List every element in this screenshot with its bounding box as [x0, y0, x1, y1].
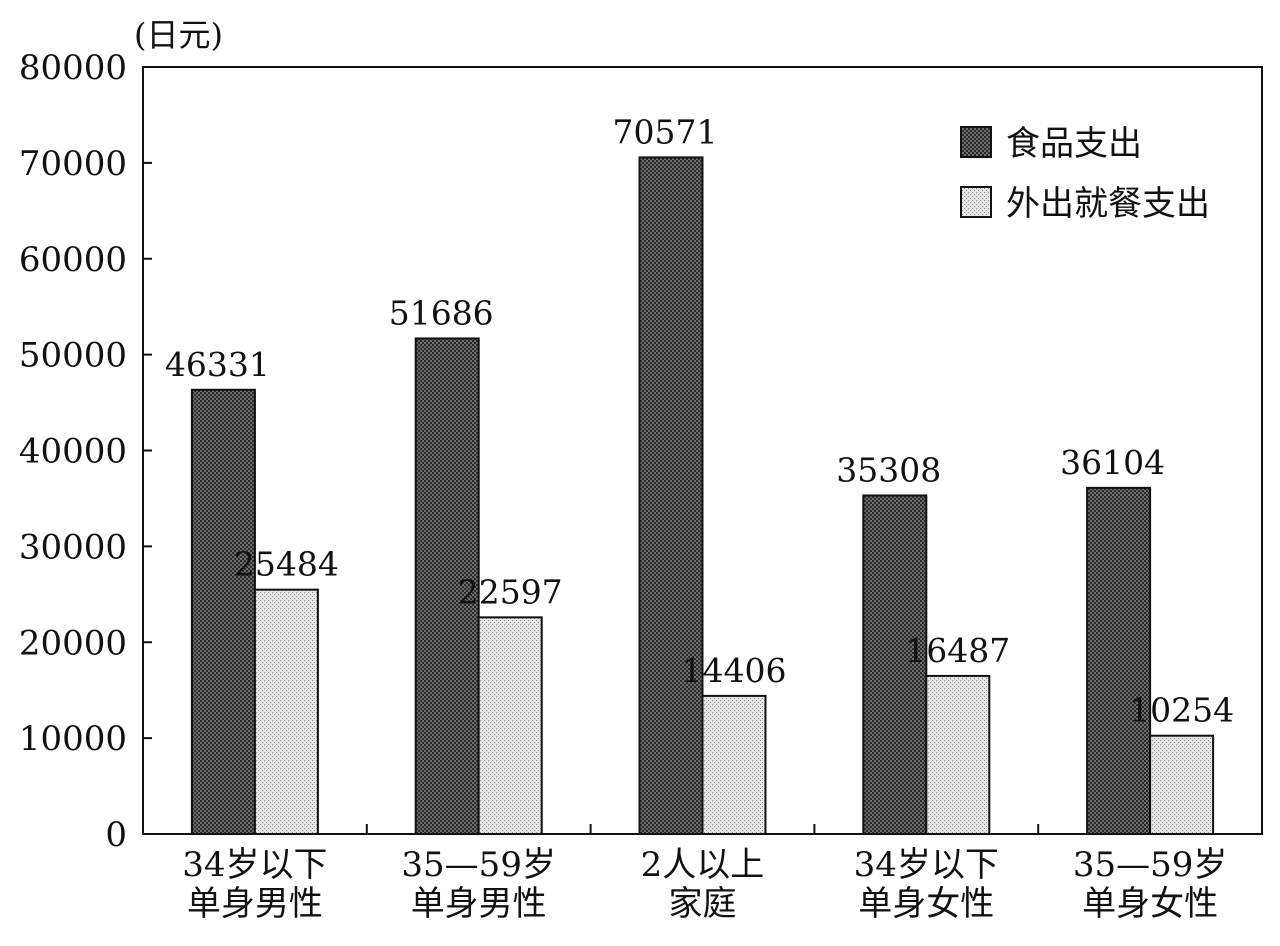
y-tick-label: 50000: [19, 336, 127, 376]
legend-label: 外出就餐支出: [1006, 184, 1210, 224]
data-labels: 46331 25484 51686 22597 70571 14406 35308 16487…: [165, 112, 1234, 729]
x-category-label: 2人以上家庭: [641, 845, 765, 924]
bar-dining-out-expense: [701, 694, 767, 835]
x-category-label: 34岁以下单身女性: [854, 845, 999, 924]
x-category-label-line: 34岁以下: [854, 845, 999, 885]
data-label: 16487: [905, 631, 1010, 670]
x-category-label-line: 34岁以下: [182, 845, 327, 885]
x-category-label-line: 单身女性: [1082, 884, 1218, 924]
x-axis: 34岁以下单身男性35—59岁单身男性2人以上家庭34岁以下单身女性35—59岁…: [182, 824, 1227, 924]
data-label: 14406: [682, 651, 787, 690]
x-category-label-line: 35—59岁: [1073, 845, 1228, 885]
x-category-label-line: 2人以上: [641, 845, 765, 885]
x-category-label-line: 家庭: [669, 884, 737, 924]
y-tick-label: 70000: [19, 144, 127, 184]
data-label: 22597: [458, 572, 563, 611]
data-label: 10254: [1129, 691, 1234, 730]
y-tick-label: 80000: [19, 48, 127, 88]
x-category-label: 35—59岁单身女性: [1073, 845, 1228, 924]
y-tick-label: 40000: [19, 432, 127, 472]
x-category-label-line: 单身男性: [411, 884, 547, 924]
bar-food-expense: [638, 156, 704, 836]
data-label: 70571: [613, 112, 718, 151]
y-tick-label: 60000: [19, 240, 127, 280]
y-tick-label: 30000: [19, 527, 127, 567]
y-axis-unit-label: (日元): [134, 16, 223, 54]
bar-dining-out-expense: [925, 674, 991, 836]
x-category-label-line: 单身女性: [858, 884, 994, 924]
bar-food-expense: [1086, 486, 1152, 835]
y-tick-label: 20000: [19, 623, 127, 663]
data-label: 51686: [389, 293, 494, 332]
y-axis: 0 10000 20000 30000 40000 50000 60000 70000 8000…: [19, 48, 152, 855]
bar-dining-out-expense: [477, 616, 543, 835]
data-label: 46331: [165, 345, 270, 384]
y-tick-label: 0: [105, 815, 127, 855]
x-category-label-line: 35—59岁: [401, 845, 556, 885]
legend-swatch-dining-out: [960, 186, 992, 218]
data-label: 25484: [234, 545, 339, 584]
bar-food-expense: [190, 388, 256, 835]
data-label: 35308: [836, 450, 941, 489]
x-category-label-line: 单身男性: [187, 884, 323, 924]
legend-swatch-food: [960, 126, 992, 158]
y-tick-label: 10000: [19, 719, 127, 759]
x-category-label: 34岁以下单身男性: [182, 845, 327, 924]
bar-dining-out-expense: [253, 588, 319, 836]
bars-layer: [190, 156, 1215, 836]
bar-dining-out-expense: [1149, 734, 1215, 835]
data-label: 36104: [1060, 443, 1165, 482]
x-category-label: 35—59岁单身男性: [401, 845, 556, 924]
bar-food-expense: [862, 494, 928, 835]
bar-food-expense: [414, 337, 480, 835]
legend-label: 食品支出: [1006, 124, 1142, 164]
